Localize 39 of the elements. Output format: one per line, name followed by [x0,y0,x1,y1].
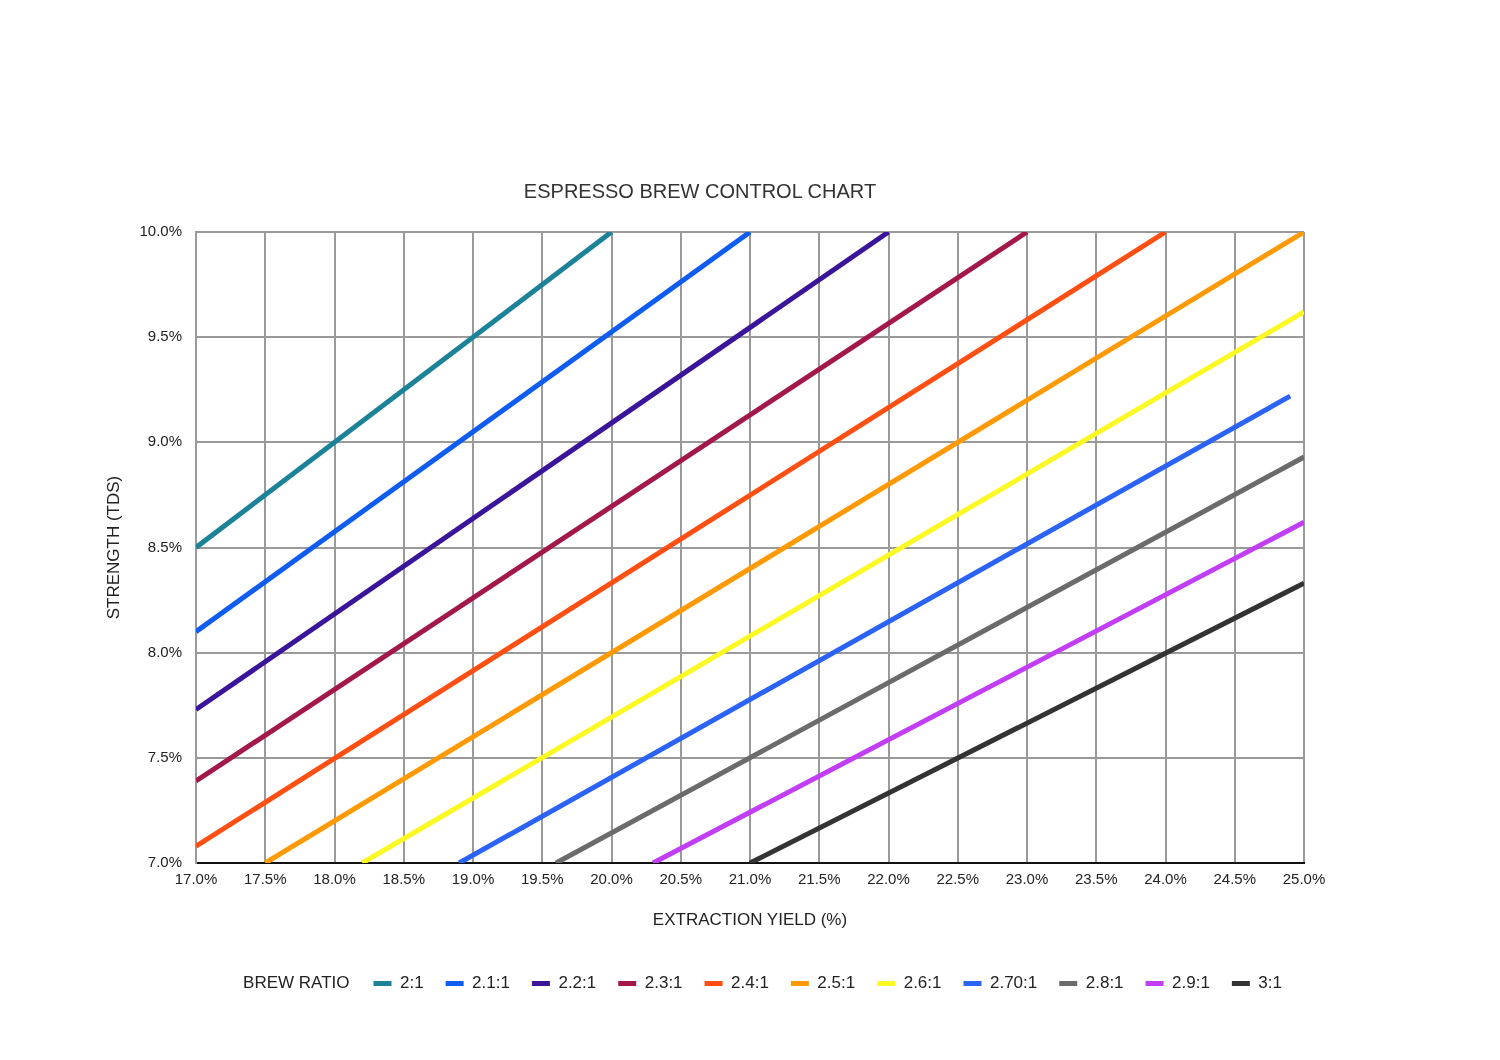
x-tick-label: 19.5% [520,870,564,888]
x-tick-label: 20.5% [659,870,703,888]
legend-label: 2.1:1 [472,973,510,993]
y-tick-label: 7.5% [147,747,182,765]
legend-label: 2.70:1 [989,973,1038,993]
legend-label: 3:1 [1258,973,1283,993]
legend-label: 2.6:1 [903,973,942,993]
x-tick-label: 23.0% [1005,870,1049,888]
legend-label: 2.4:1 [731,973,769,993]
y-axis-title: STRENGTH (TDS) [103,475,123,620]
y-tick-label: 7.0% [147,853,182,871]
chart-title: ESPRESSO BREW CONTROL CHART [523,179,877,202]
legend-label: 2.8:1 [1085,973,1124,993]
legend-label: 2.5:1 [817,973,856,993]
legend-title: BREW RATIO [243,973,350,993]
x-tick-label: 22.5% [936,870,980,888]
legend-label: 2.9:1 [1172,973,1210,993]
x-tick-label: 18.5% [382,870,426,888]
y-tick-label: 8.5% [147,537,182,555]
x-tick-label: 24.0% [1144,870,1187,888]
x-tick-label: 22.0% [867,870,910,888]
legend-label: 2.3:1 [644,973,683,993]
x-axis-title: EXTRACTION YIELD (%) [652,910,848,930]
x-tick-label: 20.0% [590,870,633,888]
x-tick-label: 19.0% [451,870,495,888]
x-tick-label: 17.0% [174,870,218,888]
y-tick-label: 9.0% [147,432,182,450]
x-tick-label: 21.5% [797,870,841,888]
x-tick-label: 18.0% [313,870,356,888]
y-tick-label: 9.5% [147,327,182,345]
legend-label: 2:1 [399,973,424,993]
x-tick-label: 21.0% [728,870,772,888]
x-tick-label: 17.5% [243,870,287,888]
y-tick-label: 8.0% [147,642,182,660]
x-tick-label: 24.5% [1213,870,1257,888]
x-tick-label: 25.0% [1282,870,1326,888]
y-tick-label: 10.0% [139,222,182,240]
legend-label: 2.2:1 [558,973,597,993]
x-tick-label: 23.5% [1074,870,1118,888]
